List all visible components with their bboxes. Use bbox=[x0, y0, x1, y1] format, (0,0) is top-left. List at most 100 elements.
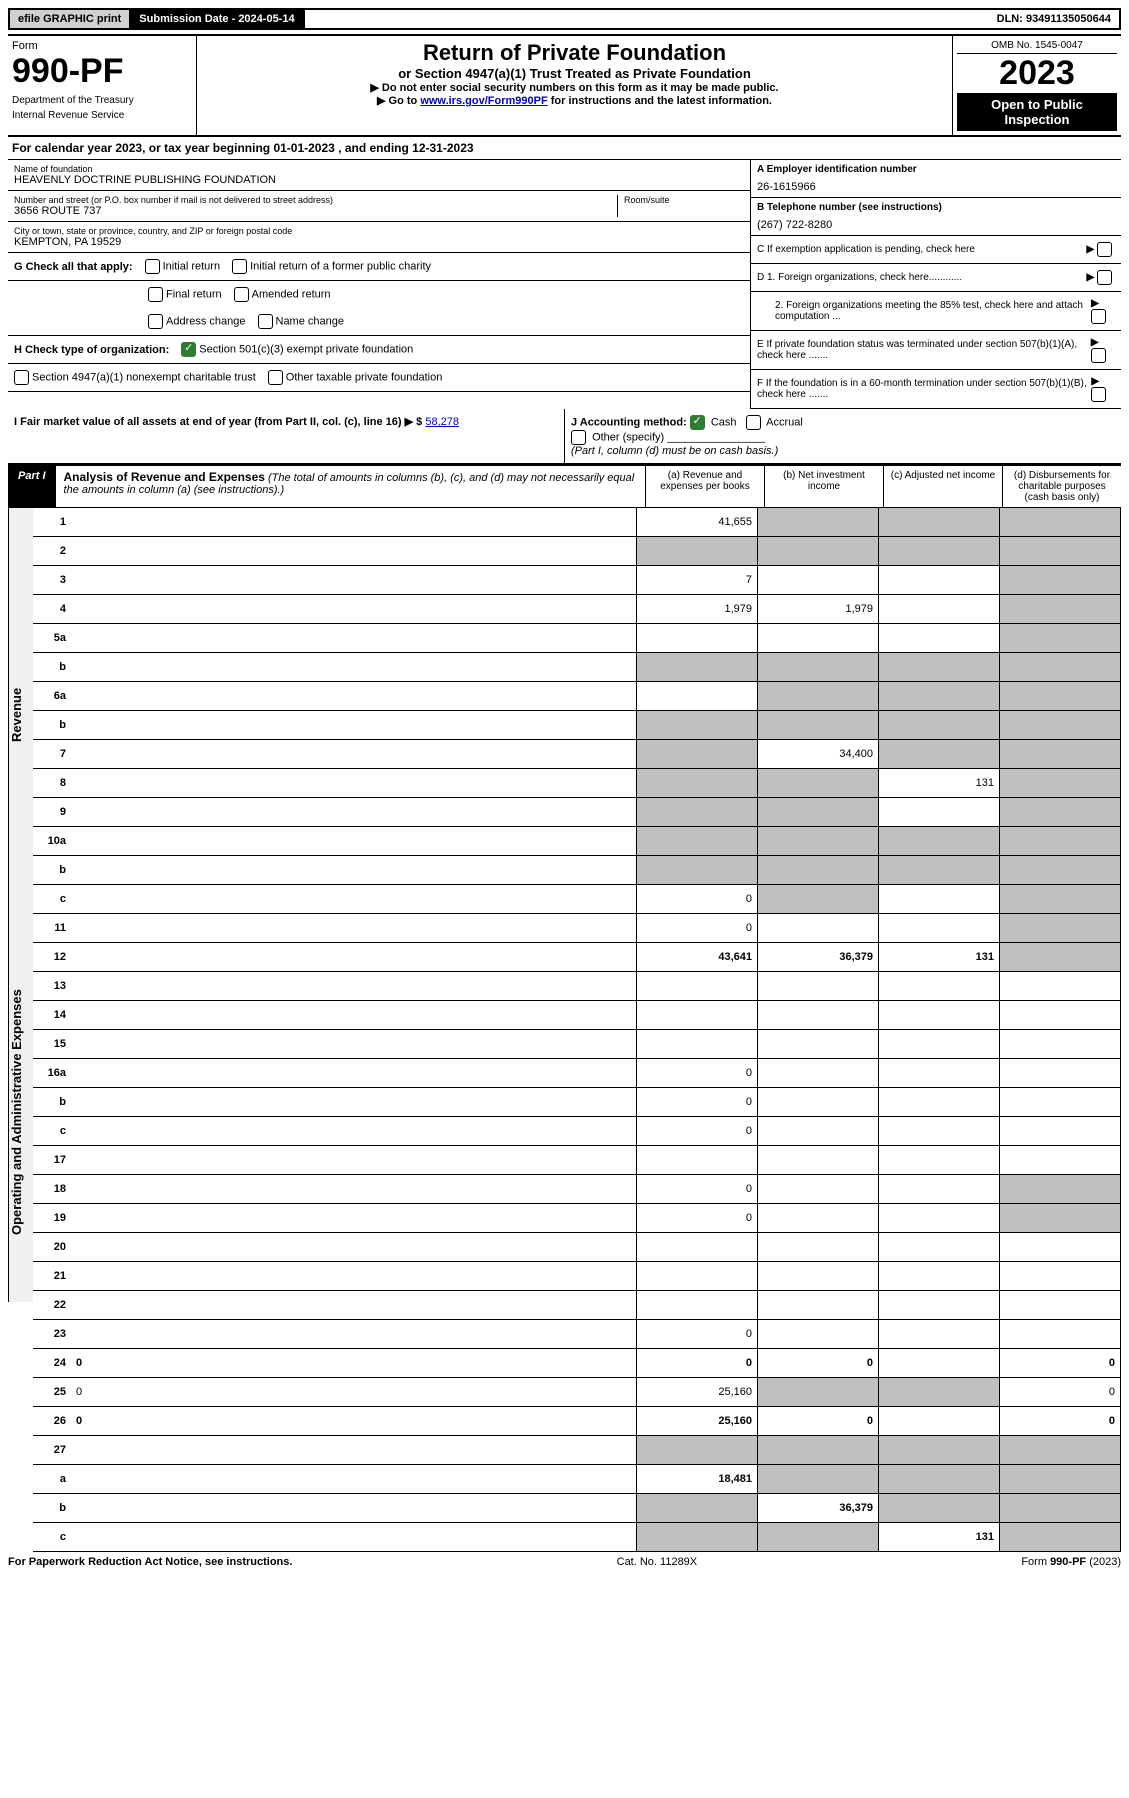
col-c-value bbox=[879, 1088, 1000, 1117]
col-a-value bbox=[637, 1001, 758, 1030]
col-b-value bbox=[758, 1320, 879, 1349]
col-c-value bbox=[879, 1349, 1000, 1378]
g-check-row2: Final return Amended return bbox=[8, 281, 750, 308]
col-b-value: 34,400 bbox=[758, 740, 879, 769]
line-number: 27 bbox=[33, 1436, 71, 1465]
col-a-value: 0 bbox=[637, 1059, 758, 1088]
col-a-value: 7 bbox=[637, 566, 758, 595]
col-a-value bbox=[637, 798, 758, 827]
line-description bbox=[71, 624, 637, 653]
table-row: 9 bbox=[33, 798, 1121, 827]
line-number: 7 bbox=[33, 740, 71, 769]
col-a-value bbox=[637, 856, 758, 885]
line-number: 22 bbox=[33, 1291, 71, 1320]
address-change-checkbox[interactable] bbox=[148, 314, 163, 329]
open-inspection: Open to Public Inspection bbox=[957, 93, 1117, 131]
col-c-value bbox=[879, 1204, 1000, 1233]
col-d-value bbox=[1000, 1117, 1121, 1146]
amended-return-checkbox[interactable] bbox=[234, 287, 249, 302]
c-checkbox[interactable] bbox=[1097, 242, 1112, 257]
line-description bbox=[71, 972, 637, 1001]
col-c-header: (c) Adjusted net income bbox=[883, 466, 1002, 507]
col-d-value: 0 bbox=[1000, 1407, 1121, 1436]
line-description bbox=[71, 1465, 637, 1494]
line-number: b bbox=[33, 856, 71, 885]
phone-value: (267) 722-8280 bbox=[757, 219, 1115, 231]
line-description bbox=[71, 798, 637, 827]
col-d-value bbox=[1000, 537, 1121, 566]
cash-checkbox[interactable]: ✓ bbox=[690, 415, 705, 430]
footer-left: For Paperwork Reduction Act Notice, see … bbox=[8, 1556, 292, 1568]
name-label: Name of foundation bbox=[14, 164, 744, 174]
col-b-value bbox=[758, 537, 879, 566]
col-d-value bbox=[1000, 856, 1121, 885]
col-a-value: 0 bbox=[637, 1088, 758, 1117]
d1-checkbox[interactable] bbox=[1097, 270, 1112, 285]
e-checkbox[interactable] bbox=[1091, 348, 1106, 363]
col-b-value bbox=[758, 1204, 879, 1233]
col-c-value bbox=[879, 885, 1000, 914]
col-a-value bbox=[637, 1030, 758, 1059]
col-a-value: 0 bbox=[637, 914, 758, 943]
line-number: 25 bbox=[33, 1378, 71, 1407]
initial-former-checkbox[interactable] bbox=[232, 259, 247, 274]
col-a-value: 0 bbox=[637, 885, 758, 914]
line-description bbox=[71, 1059, 637, 1088]
table-row: 7 34,400 bbox=[33, 740, 1121, 769]
line-number: c bbox=[33, 885, 71, 914]
col-a-value bbox=[637, 1523, 758, 1552]
line-number: 1 bbox=[33, 508, 71, 537]
col-d-value: 0 bbox=[1000, 1349, 1121, 1378]
foundation-addr: 3656 ROUTE 737 bbox=[14, 205, 617, 217]
f-checkbox[interactable] bbox=[1091, 387, 1106, 402]
col-a-value bbox=[637, 740, 758, 769]
h-check-row2: Section 4947(a)(1) nonexempt charitable … bbox=[8, 364, 750, 392]
form-title: Return of Private Foundation bbox=[201, 40, 948, 66]
line-number: 2 bbox=[33, 537, 71, 566]
form-note2: ▶ Go to www.irs.gov/Form990PF for instru… bbox=[201, 94, 948, 107]
col-d-value bbox=[1000, 1088, 1121, 1117]
col-d-value bbox=[1000, 1146, 1121, 1175]
other-taxable-checkbox[interactable] bbox=[268, 370, 283, 385]
line-description bbox=[71, 537, 637, 566]
col-d-value bbox=[1000, 1465, 1121, 1494]
501c3-checkbox[interactable]: ✓ bbox=[181, 342, 196, 357]
col-a-header: (a) Revenue and expenses per books bbox=[645, 466, 764, 507]
accrual-checkbox[interactable] bbox=[746, 415, 761, 430]
col-d-value bbox=[1000, 1233, 1121, 1262]
col-a-value: 0 bbox=[637, 1204, 758, 1233]
col-c-value: 131 bbox=[879, 943, 1000, 972]
line-description bbox=[71, 943, 637, 972]
i-value-link[interactable]: 58,278 bbox=[425, 416, 459, 428]
col-a-value: 41,655 bbox=[637, 508, 758, 537]
tax-year: 2023 bbox=[957, 54, 1117, 93]
final-return-checkbox[interactable] bbox=[148, 287, 163, 302]
line-description bbox=[71, 508, 637, 537]
table-row: 230 bbox=[33, 1320, 1121, 1349]
col-c-value bbox=[879, 1175, 1000, 1204]
line-description bbox=[71, 595, 637, 624]
line-description bbox=[71, 1175, 637, 1204]
4947-checkbox[interactable] bbox=[14, 370, 29, 385]
other-method-checkbox[interactable] bbox=[571, 430, 586, 445]
col-d-value bbox=[1000, 1320, 1121, 1349]
col-c-value bbox=[879, 1059, 1000, 1088]
table-row: 16a0 bbox=[33, 1059, 1121, 1088]
f-label: F If the foundation is in a 60-month ter… bbox=[757, 378, 1091, 400]
line-description: 0 bbox=[71, 1378, 637, 1407]
col-c-value bbox=[879, 798, 1000, 827]
d2-checkbox[interactable] bbox=[1091, 309, 1106, 324]
col-b-value bbox=[758, 711, 879, 740]
line-number: c bbox=[33, 1523, 71, 1552]
efile-print-button[interactable]: efile GRAPHIC print bbox=[10, 10, 131, 28]
initial-return-checkbox[interactable] bbox=[145, 259, 160, 274]
col-d-value bbox=[1000, 508, 1121, 537]
name-change-checkbox[interactable] bbox=[258, 314, 273, 329]
col-b-value: 0 bbox=[758, 1407, 879, 1436]
e-label: E If private foundation status was termi… bbox=[757, 339, 1091, 361]
col-c-value bbox=[879, 1407, 1000, 1436]
col-a-value bbox=[637, 537, 758, 566]
col-b-value: 1,979 bbox=[758, 595, 879, 624]
irs-link[interactable]: www.irs.gov/Form990PF bbox=[420, 95, 547, 107]
line-description bbox=[71, 682, 637, 711]
